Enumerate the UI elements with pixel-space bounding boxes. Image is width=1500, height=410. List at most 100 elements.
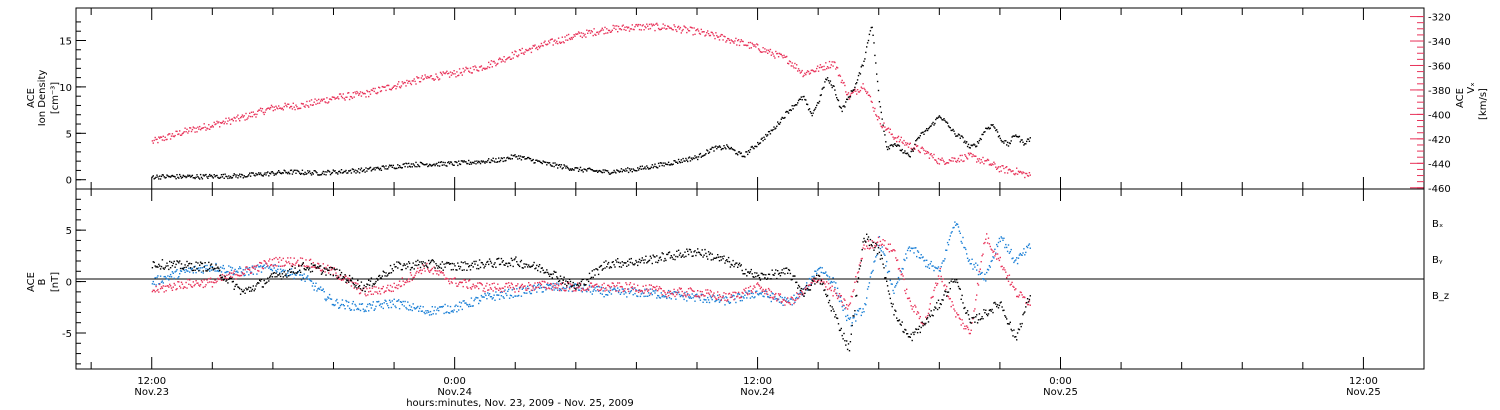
data-point [190, 285, 193, 288]
data-point [163, 268, 165, 270]
data-point [560, 164, 563, 166]
data-point [889, 279, 891, 282]
data-point [290, 268, 293, 270]
data-point [965, 142, 967, 144]
data-point [624, 170, 626, 172]
data-point [379, 167, 382, 170]
data-point [899, 323, 901, 325]
data-point [706, 301, 708, 303]
data-point [802, 294, 804, 296]
data-point [311, 285, 314, 287]
data-point [920, 147, 922, 149]
data-point [837, 74, 840, 77]
data-point [317, 288, 319, 290]
data-point [769, 294, 772, 297]
data-point [469, 67, 472, 69]
data-point [269, 268, 272, 271]
tick-label: -440 [1428, 159, 1451, 170]
data-point [737, 295, 739, 297]
data-point [716, 256, 718, 259]
data-point [918, 151, 921, 153]
data-point [968, 259, 971, 261]
data-point [285, 172, 287, 174]
data-point [435, 163, 437, 165]
data-point [768, 289, 771, 291]
data-point [360, 289, 363, 291]
data-point [670, 298, 672, 300]
data-point [431, 259, 433, 261]
data-point [393, 298, 395, 300]
data-point [244, 292, 246, 294]
data-point [472, 266, 474, 268]
data-point [643, 29, 645, 31]
data-point [491, 66, 493, 68]
data-point [949, 159, 951, 162]
data-point [702, 294, 704, 296]
data-point [356, 288, 358, 291]
data-point [939, 267, 941, 270]
data-point [880, 250, 882, 252]
data-point [545, 271, 547, 274]
data-point [424, 312, 426, 315]
data-point [530, 51, 533, 54]
data-point [715, 145, 717, 147]
data-point [890, 283, 892, 285]
data-point [614, 286, 616, 288]
data-point [249, 286, 252, 289]
data-point [617, 31, 619, 33]
data-point [896, 145, 898, 147]
data-point [994, 127, 996, 129]
data-point [696, 293, 698, 295]
data-point [304, 171, 306, 174]
data-point [637, 295, 639, 298]
data-point [876, 254, 878, 257]
data-point [864, 88, 866, 91]
data-point [627, 290, 630, 293]
data-point [308, 279, 311, 281]
data-point [486, 261, 488, 263]
data-point [152, 175, 154, 177]
data-point [338, 170, 341, 172]
data-point [976, 161, 978, 163]
data-point [192, 272, 194, 274]
data-point [863, 244, 865, 246]
data-point [653, 255, 655, 258]
data-point [692, 255, 694, 257]
data-point [485, 67, 487, 70]
data-point [762, 139, 764, 142]
data-point [349, 169, 352, 172]
data-point [693, 295, 695, 297]
data-point [351, 168, 354, 170]
data-point [164, 275, 166, 278]
data-point [180, 134, 183, 136]
data-point [235, 271, 237, 273]
data-point [754, 296, 756, 298]
data-point [296, 169, 298, 172]
data-point [929, 153, 931, 156]
data-point [276, 172, 278, 174]
data-point [660, 28, 662, 30]
data-point [790, 109, 792, 112]
data-point [444, 303, 446, 306]
data-point [1010, 283, 1012, 285]
data-point [667, 289, 670, 292]
data-point [703, 295, 705, 297]
data-point [306, 172, 308, 175]
data-point [756, 283, 758, 285]
data-point [310, 266, 313, 268]
data-point [908, 246, 911, 248]
data-point [440, 271, 443, 273]
data-point [447, 73, 449, 75]
data-point [770, 54, 772, 56]
data-point [683, 160, 685, 162]
data-point [1016, 262, 1019, 265]
data-point [648, 23, 651, 26]
data-point [501, 291, 503, 293]
data-point [757, 274, 760, 276]
data-point [238, 268, 240, 270]
data-point [1012, 285, 1014, 288]
data-point [163, 276, 165, 278]
data-point [523, 292, 525, 294]
data-point [797, 102, 799, 104]
data-point [784, 56, 786, 58]
